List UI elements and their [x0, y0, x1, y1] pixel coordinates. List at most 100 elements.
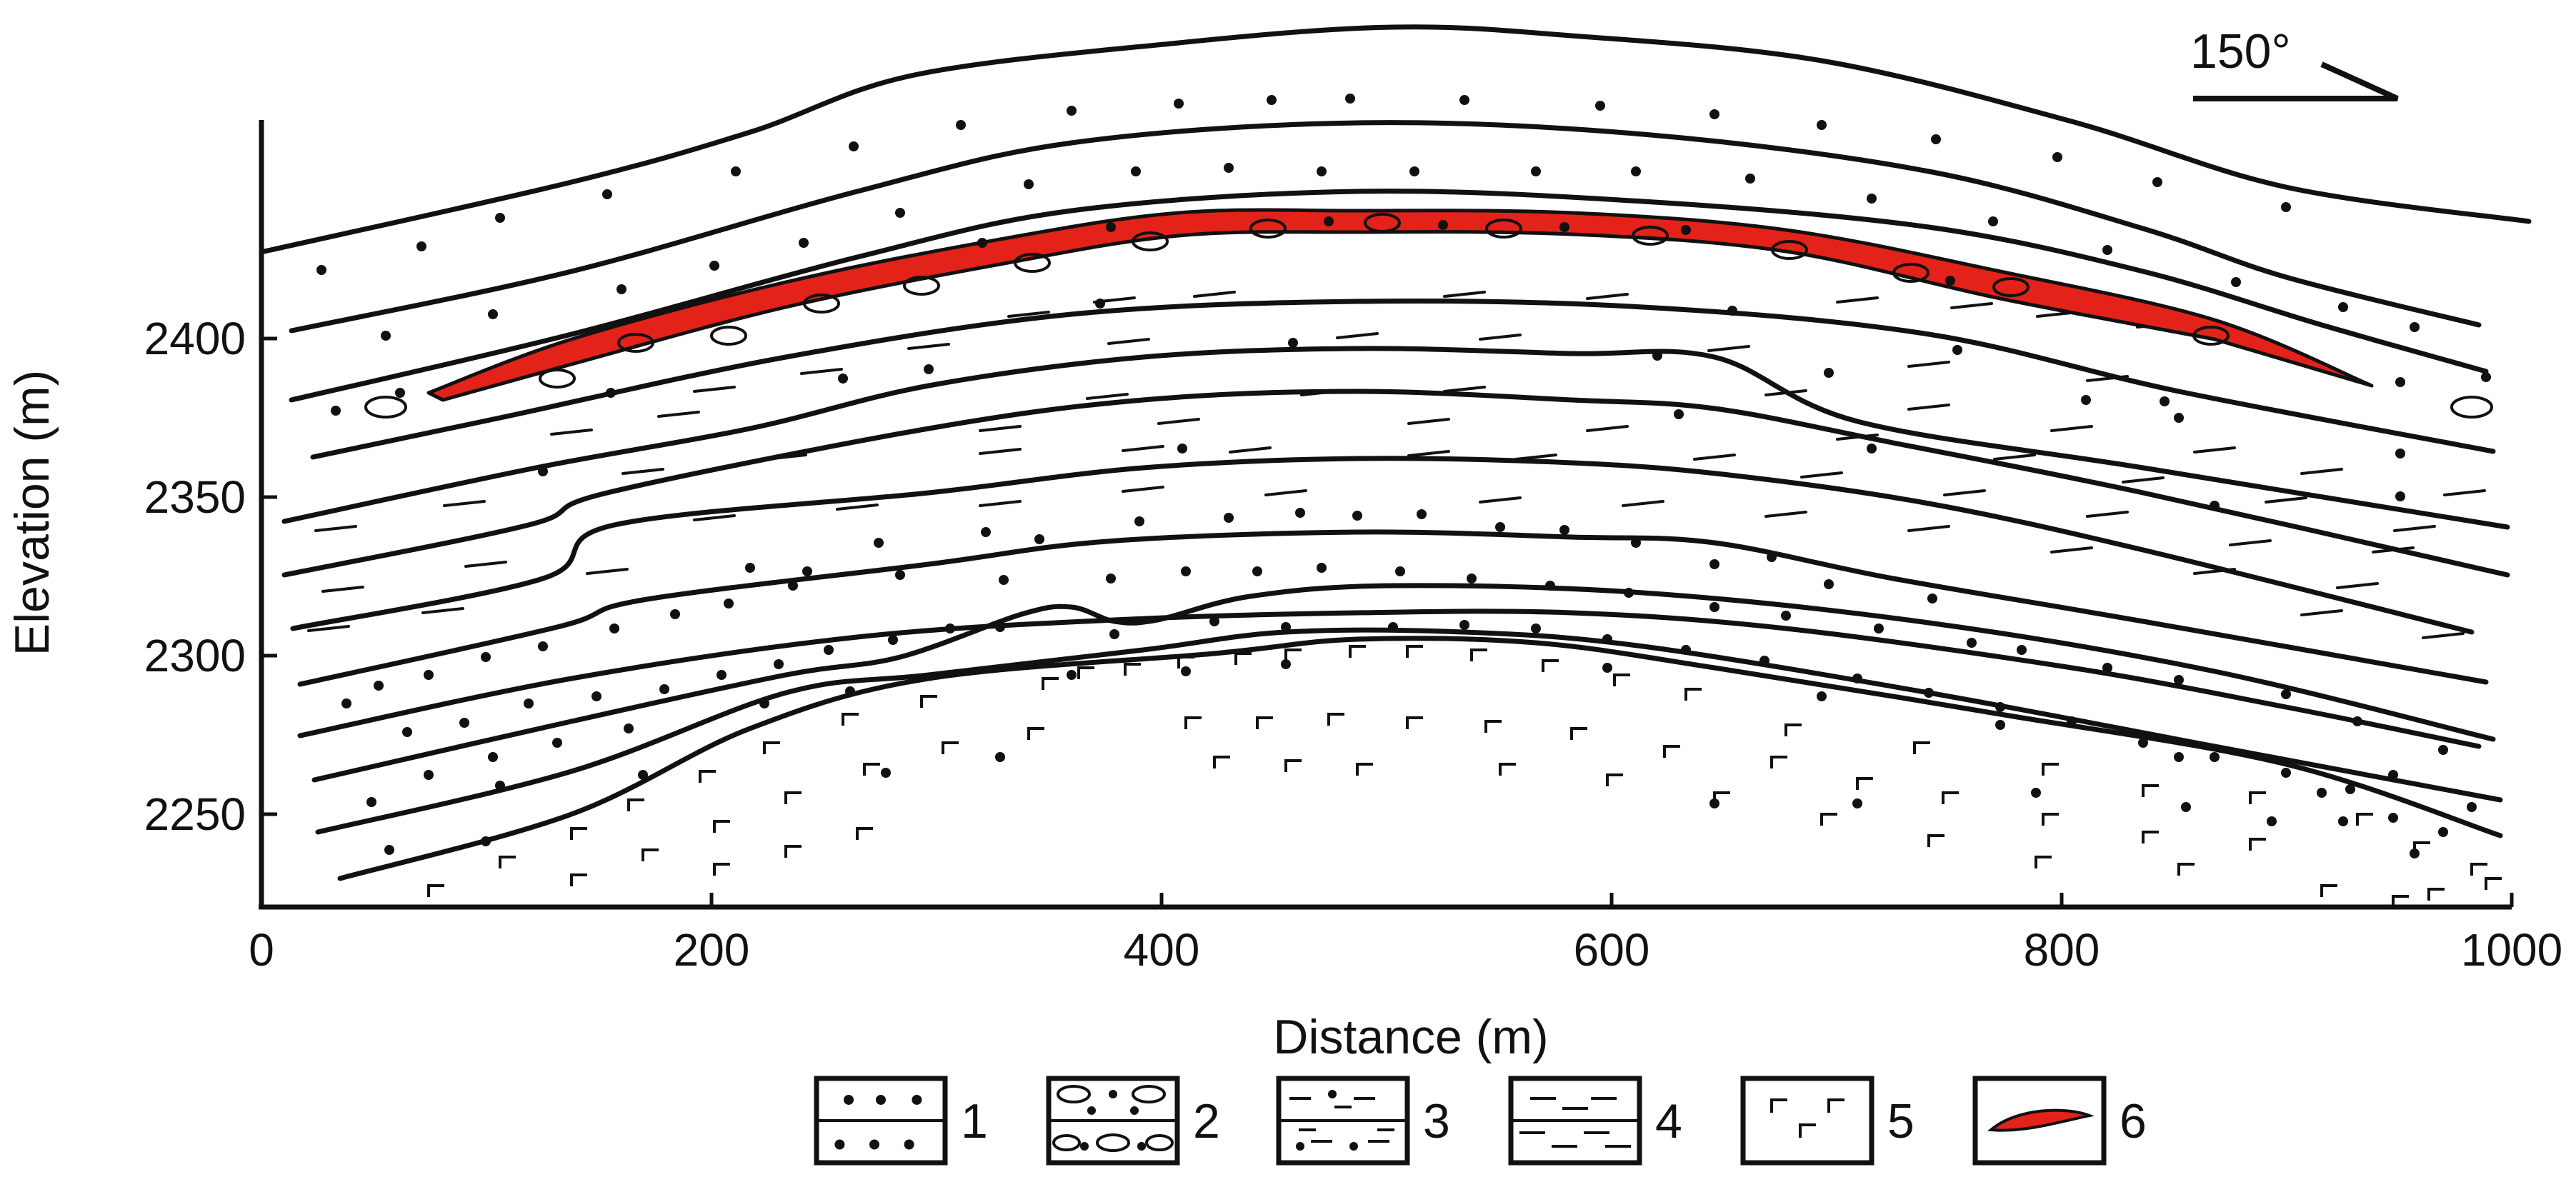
shale-dash-mark: [2265, 496, 2307, 504]
shale-dash-mark: [1693, 454, 1736, 461]
sandstone-dot-mark: [2317, 788, 2327, 798]
sandstone-dot-mark: [1995, 720, 2005, 730]
sandstone-dot-mark: [2267, 816, 2277, 826]
sandstone-dot-mark: [799, 238, 809, 248]
sandstone-dot-mark: [1531, 166, 1541, 176]
volcanic-angle-mark: [842, 713, 859, 726]
sandstone-dot-mark: [731, 166, 741, 176]
shale-dash-mark: [693, 514, 736, 521]
volcanic-angle-mark: [1213, 756, 1230, 768]
y-axis-ticks: 2250 2300 2350 2400: [144, 313, 277, 840]
x-tick-label: 0: [249, 924, 274, 976]
shale-dash-mark: [1586, 425, 1629, 432]
shale-dash-mark: [1407, 450, 1450, 457]
volcanic-angle-mark: [784, 791, 802, 804]
volcanic-angle-mark: [1663, 745, 1680, 758]
sandstone-dot-mark: [1409, 166, 1419, 176]
shale-dash-mark: [1943, 489, 1986, 496]
sandstone-dot-mark: [1709, 109, 1719, 119]
legend-dot-mark: [876, 1094, 886, 1105]
sandstone-dot-mark: [1867, 444, 1877, 454]
legend-dot-mark: [1349, 1142, 1358, 1151]
sandstone-dot-mark: [1459, 95, 1469, 105]
volcanic-angle-mark: [713, 820, 730, 833]
legend-dot-mark: [1087, 1106, 1096, 1115]
sandstone-dot-mark: [874, 538, 884, 548]
ore-pebble-mark: [2192, 326, 2230, 346]
volcanic-angle-mark: [2249, 838, 2266, 851]
volcanic-angle-mark: [499, 856, 516, 868]
y-tick-label: 2300: [144, 630, 246, 681]
sandstone-dot-mark: [1281, 659, 1291, 669]
sandstone-dot-mark: [2281, 689, 2291, 699]
volcanic-angle-mark: [856, 827, 873, 840]
sandstone-dot-mark: [788, 581, 798, 591]
volcanic-angle-mark: [1856, 777, 1873, 790]
shale-dash-mark: [979, 425, 1022, 432]
stratigraphic-boundaries: [261, 24, 2532, 881]
legend-oval-mark: [1057, 1085, 1091, 1103]
legend-dot-mark: [1080, 1142, 1089, 1151]
legend-dot-mark: [1130, 1106, 1139, 1115]
sandstone-dot-mark: [2438, 827, 2448, 837]
sandstone-dot-mark: [2231, 277, 2241, 287]
sandstone-dot-mark: [2438, 745, 2448, 755]
y-axis-title: Elevation (m): [5, 370, 59, 656]
sandstone-dot-mark: [1181, 666, 1191, 676]
ore-pebble-mark: [1485, 219, 1522, 239]
shale-dash-mark: [1093, 296, 1136, 304]
legend-item-2: 2: [1046, 1076, 1220, 1166]
legend-label: 2: [1193, 1094, 1220, 1148]
shale-dash-mark: [1193, 291, 1236, 298]
sandstone-dot-mark: [316, 265, 326, 275]
shale-dash-mark: [1764, 511, 1807, 518]
volcanic-angle-mark: [942, 741, 959, 754]
shale-dash-mark: [1950, 302, 1993, 309]
y-tick-label: 2400: [144, 313, 246, 364]
sandstone-dot-mark: [1395, 566, 1405, 576]
ore-pebble-mark: [1771, 240, 1808, 260]
sandstone-dot-mark: [981, 527, 991, 537]
ore-pebble-mark: [903, 276, 940, 296]
ore-body: [426, 208, 2374, 402]
shale-dash-mark: [314, 525, 357, 532]
sandstone-dot-mark: [1267, 95, 1277, 105]
sandstone-dot-mark: [2102, 245, 2112, 255]
sandstone-dot-mark: [2395, 491, 2405, 501]
legend-item-5: 5: [1740, 1076, 1914, 1166]
volcanic-angle-mark: [1256, 716, 1273, 729]
x-axis-ticks: 0 200 400 600 800 1000: [249, 893, 2562, 976]
volcanic-angle-mark: [627, 798, 644, 811]
sandstone-dot-mark: [1224, 163, 1234, 173]
orientation-indicator: 150°: [2190, 24, 2399, 101]
sandstone-dot-mark: [2395, 377, 2405, 387]
shale-dash-mark: [2300, 468, 2343, 475]
volcanic-angle-mark: [1927, 834, 1945, 847]
shale-dash-mark: [1586, 293, 1629, 300]
volcanic-angle-mark: [2320, 884, 2337, 897]
shale-dash-mark: [2122, 476, 2165, 484]
volcanic-angle-mark: [2392, 895, 2409, 908]
legend-item-1: 1: [814, 1076, 988, 1166]
sandstone-dot-mark: [1177, 444, 1187, 454]
ore-pebble-mark: [710, 326, 747, 346]
stratigraphic-boundary-line: [289, 189, 2489, 403]
shale-dash-mark: [836, 504, 879, 511]
legend-item-6: 6: [1972, 1076, 2147, 1166]
sandstone-dot-mark: [524, 698, 534, 708]
volcanic-angle-mark: [920, 695, 937, 708]
stratigraphic-boundary-line: [310, 298, 2496, 460]
sandstone-dot-mark: [1288, 338, 1298, 348]
shale-dash-mark: [621, 468, 664, 475]
sandstone-dot-mark: [1531, 623, 1541, 633]
sandstone-dot-mark: [838, 374, 848, 384]
legend-label: 3: [1423, 1094, 1450, 1148]
sandstone-dot-mark: [1131, 166, 1141, 176]
volcanic-angle-mark: [1913, 741, 1930, 754]
sandstone-dot-mark: [395, 388, 405, 398]
sandstone-dot-mark: [956, 120, 966, 130]
sandstone-dot-mark: [881, 768, 891, 778]
sandstone-dot-mark: [1317, 563, 1327, 573]
legend-label: 5: [1887, 1094, 1914, 1148]
